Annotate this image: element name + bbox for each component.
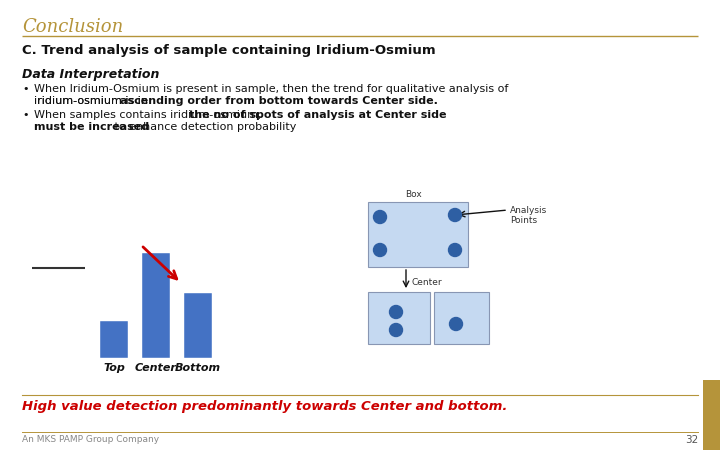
FancyBboxPatch shape [368, 292, 430, 344]
Text: Top: Top [103, 363, 125, 373]
Text: Center: Center [135, 363, 177, 373]
Text: Analysis
Points: Analysis Points [510, 206, 547, 225]
Text: Conclusion: Conclusion [22, 18, 123, 36]
Text: to enhance detection probability: to enhance detection probability [112, 122, 297, 132]
FancyBboxPatch shape [142, 253, 170, 358]
Text: High value detection predominantly towards Center and bottom.: High value detection predominantly towar… [22, 400, 508, 413]
Text: must be increased: must be increased [34, 122, 149, 132]
Text: Box: Box [405, 190, 421, 199]
Text: iridium-osmium is in: iridium-osmium is in [34, 96, 151, 106]
Text: 32: 32 [685, 435, 698, 445]
Text: iridium-osmium is in ascending order from bottom towards Center side.: iridium-osmium is in ascending order fro… [34, 96, 483, 106]
Text: •: • [22, 84, 29, 94]
Circle shape [374, 211, 387, 224]
Text: When Iridium-Osmium is present in sample, then the trend for qualitative analysi: When Iridium-Osmium is present in sample… [34, 84, 508, 94]
Text: the no of spots of analysis at Center side: the no of spots of analysis at Center si… [189, 110, 446, 120]
Text: C. Trend analysis of sample containing Iridium-Osmium: C. Trend analysis of sample containing I… [22, 44, 436, 57]
Circle shape [449, 318, 462, 330]
Circle shape [390, 306, 402, 319]
Text: •: • [22, 110, 29, 120]
Circle shape [374, 243, 387, 256]
FancyBboxPatch shape [434, 292, 489, 344]
FancyBboxPatch shape [703, 380, 720, 450]
FancyBboxPatch shape [368, 202, 468, 267]
Circle shape [449, 243, 462, 256]
FancyBboxPatch shape [100, 321, 128, 358]
Text: ascending order from bottom towards Center side.: ascending order from bottom towards Cent… [120, 96, 438, 106]
Text: Data Interpretation: Data Interpretation [22, 68, 159, 81]
Text: An MKS PAMP Group Company: An MKS PAMP Group Company [22, 435, 159, 444]
Text: Center: Center [411, 278, 441, 287]
Text: When samples contains iridium-osmium,: When samples contains iridium-osmium, [34, 110, 265, 120]
Circle shape [449, 208, 462, 221]
Text: Bottom: Bottom [175, 363, 221, 373]
Circle shape [390, 324, 402, 337]
FancyBboxPatch shape [184, 293, 212, 358]
Text: iridium-osmium is in: iridium-osmium is in [34, 96, 151, 106]
